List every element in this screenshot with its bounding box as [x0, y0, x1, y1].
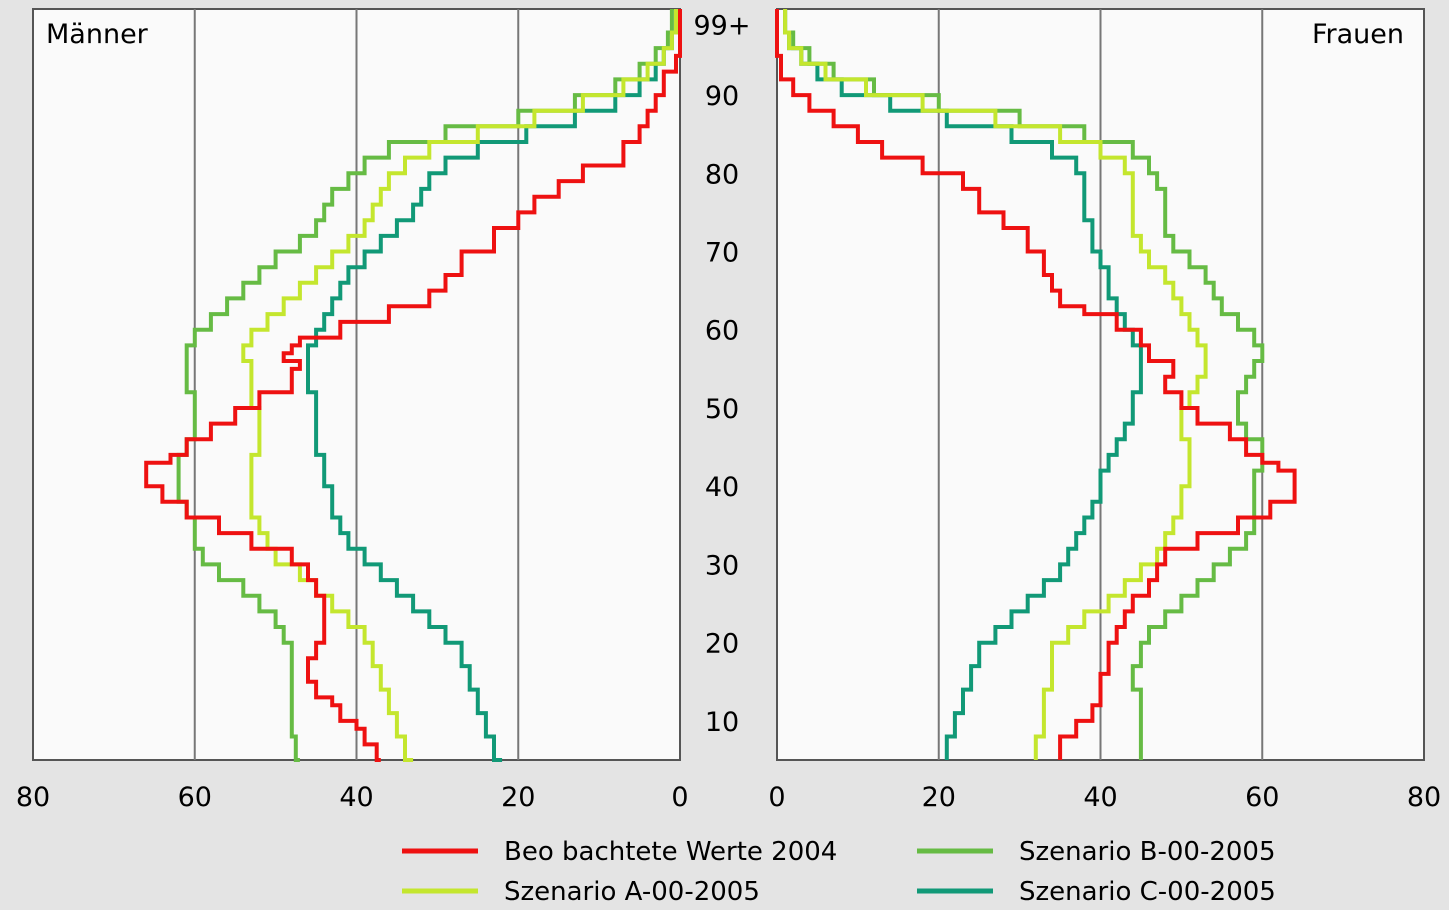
series-line-women-0 [775, 9, 1297, 760]
men-panel-label: Männer [46, 19, 149, 50]
series-line-men-1 [241, 9, 678, 762]
series-line-men-0 [144, 9, 682, 762]
age-tick-label: 99+ [694, 11, 751, 42]
age-tick-label: 20 [705, 629, 739, 660]
x-tick-label: 80 [1407, 782, 1441, 813]
x-tick-label: 0 [671, 782, 688, 813]
x-tick-label: 0 [768, 782, 785, 813]
series-line-women-1 [783, 9, 1208, 760]
legend-label: Szenario B-00-2005 [1019, 837, 1276, 867]
age-tick-label: 40 [705, 472, 739, 503]
age-tick-label: 70 [705, 238, 739, 269]
x-tick-label: 60 [178, 782, 212, 813]
age-tick-label: 30 [705, 550, 739, 581]
age-tick-label: 80 [705, 159, 739, 190]
legend: Beo bachtete Werte 2004 Szenario B-00-200… [402, 837, 1276, 907]
series-line-women-3 [783, 9, 1143, 760]
legend-label: Szenario C-00-2005 [1019, 877, 1276, 906]
age-tick-label: 60 [705, 316, 739, 347]
x-tick-label: 80 [16, 782, 50, 813]
x-tick-label: 60 [1245, 782, 1279, 813]
x-tick-label: 40 [339, 782, 373, 813]
age-tick-label: 10 [705, 707, 739, 738]
women-panel-label: Frauen [1312, 19, 1404, 50]
x-tick-label: 40 [1083, 782, 1117, 813]
x-tick-label: 20 [501, 782, 535, 813]
age-tick-label: 90 [705, 81, 739, 112]
legend-label: Szenario A-00-2005 [504, 877, 760, 906]
age-tick-label: 50 [705, 394, 739, 425]
legend-label: Beo bachtete Werte 2004 [504, 837, 837, 867]
x-tick-label: 20 [922, 782, 956, 813]
